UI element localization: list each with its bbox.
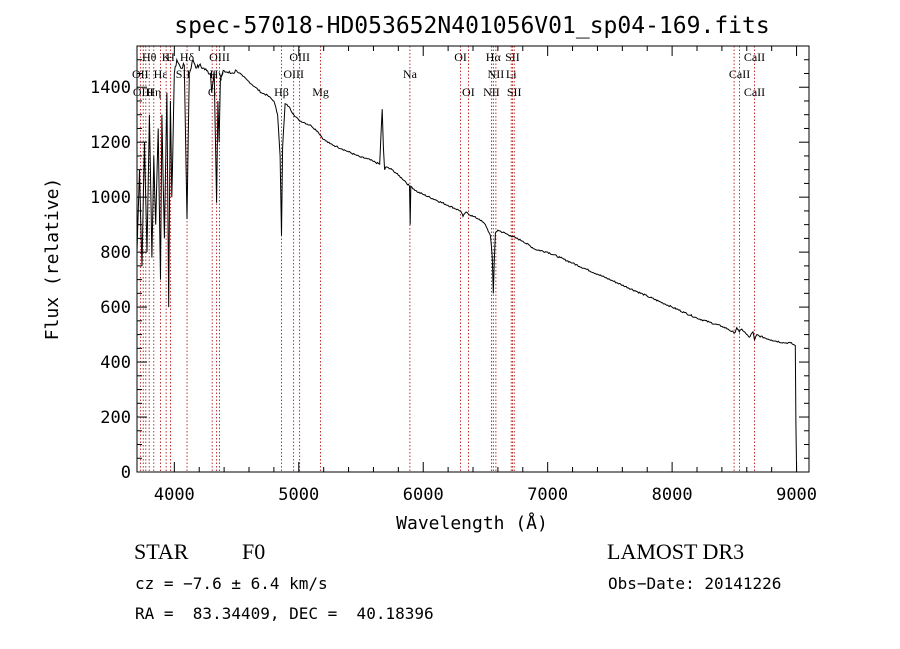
x-axis-label: Wavelength (Å): [396, 512, 548, 534]
y-tick-label: 1000: [90, 188, 131, 208]
line-label-20: Hη: [146, 85, 161, 99]
line-label-10: OII: [132, 67, 149, 81]
line-label-26: SII: [507, 85, 522, 99]
line-label-27: CaII: [744, 85, 765, 99]
redshift-cz: cz = −7.6 ± 6.4 km/s: [135, 574, 328, 593]
y-tick-label: 200: [100, 408, 131, 428]
line-label-18: CaII: [729, 67, 750, 81]
y-tick-label: 800: [100, 243, 131, 263]
x-tick-label: 8000: [652, 485, 693, 505]
y-axis: 0 200 400 600 800 1000 1200 1400: [90, 59, 809, 483]
line-label-16: NII: [488, 67, 505, 81]
line-markers: [139, 46, 755, 472]
y-tick-label: 1200: [90, 133, 131, 153]
ra-dec: RA = 83.34409, DEC = 40.18396: [135, 604, 434, 623]
x-tick-label: 9000: [776, 485, 817, 505]
line-label-22: Hβ: [274, 85, 289, 99]
line-label-0: Hθ: [142, 50, 157, 64]
line-label-1: K: [162, 50, 171, 64]
line-label-12: SII: [176, 67, 191, 81]
line-label-25: NII: [483, 85, 500, 99]
x-tick-label: 4000: [154, 485, 195, 505]
line-label-6: OI: [454, 50, 467, 64]
line-label-2: H: [166, 50, 175, 64]
y-axis-label: Flux (relative): [42, 178, 63, 341]
line-label-7: Hα: [486, 50, 502, 64]
y-tick-label: 1400: [90, 78, 131, 98]
line-label-15: Na: [403, 67, 418, 81]
y-tick-label: 600: [100, 298, 131, 318]
plot-frame: [136, 45, 810, 473]
line-label-24: OI: [462, 85, 475, 99]
object-class: STAR: [134, 539, 189, 564]
object-subclass: F0: [242, 539, 266, 564]
x-tick-label: 7000: [527, 485, 568, 505]
y-tick-label: 400: [100, 353, 131, 373]
line-label-3: Hδ: [180, 50, 195, 64]
obs-date: Obs−Date: 20141226: [608, 574, 782, 593]
survey-label: LAMOST DR3: [607, 539, 745, 564]
line-label-4: OIII: [209, 50, 230, 64]
line-label-14: OIII: [283, 67, 304, 81]
chart-title: spec-57018-HD053652N401056V01_sp04-169.f…: [174, 13, 769, 39]
x-axis: 4000 5000 6000 7000 8000 9000: [154, 46, 817, 505]
line-label-21: G: [208, 85, 217, 99]
line-label-9: CaII: [744, 50, 765, 64]
line-label-23: Mg: [312, 85, 329, 99]
line-label-11: Hε: [154, 67, 168, 81]
line-label-19: OIII: [133, 85, 154, 99]
spectrum-line: [136, 57, 798, 473]
line-label-17: Li: [506, 67, 517, 81]
line-label-8: SII: [505, 50, 520, 64]
y-tick-label: 0: [121, 463, 131, 483]
line-label-5: OIII: [289, 50, 310, 64]
x-tick-label: 6000: [403, 485, 444, 505]
x-tick-label: 5000: [278, 485, 319, 505]
